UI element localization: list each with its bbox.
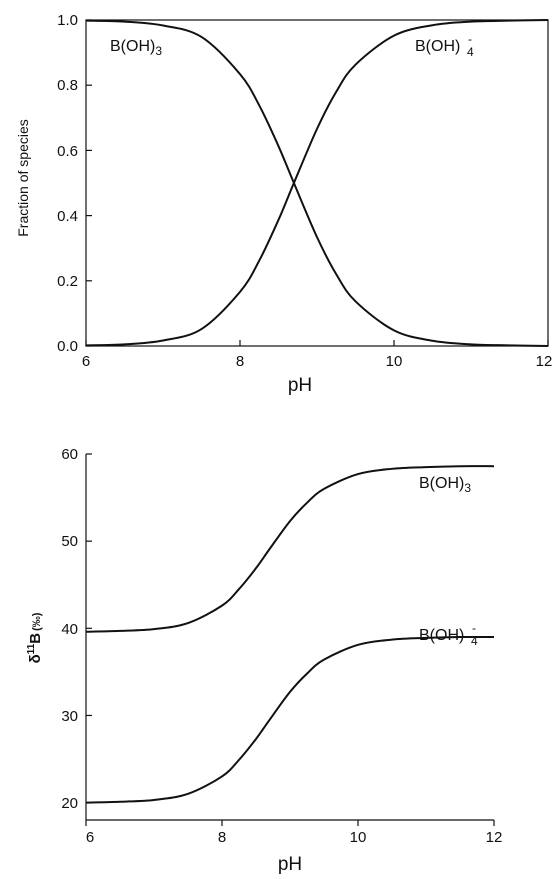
x-tick-label: 10 xyxy=(386,353,403,370)
series-line-boh4-delta xyxy=(85,635,495,804)
y-ticks-top xyxy=(86,19,92,347)
x-axis-title-bottom: pH xyxy=(278,854,302,875)
y-tick-labels-bottom: 20 30 40 50 60 xyxy=(61,446,78,812)
y-tick-label: 30 xyxy=(61,708,78,725)
x-tick-label: 8 xyxy=(218,829,226,846)
series-line-boh4-fraction xyxy=(85,19,549,347)
x-tick-label: 12 xyxy=(486,829,503,846)
series-label-boh4-bottom: B(OH) 4- xyxy=(419,621,478,648)
x-tick-label: 6 xyxy=(86,829,94,846)
y-tick-labels-top: 0.0 0.2 0.4 0.6 0.8 1.0 xyxy=(57,12,78,355)
series-label-boh4-top: B(OH) 4- xyxy=(415,32,474,59)
series-label-boh3-top: B(OH)3 xyxy=(110,38,162,58)
y-tick-label: 0.8 xyxy=(57,77,78,94)
x-axis-title-top: pH xyxy=(288,375,312,396)
x-tick-label: 10 xyxy=(350,829,367,846)
series-label-boh3-bottom: B(OH)3 xyxy=(419,475,471,495)
y-axis-title-bottom: δ11B(‰) xyxy=(26,612,44,663)
chart-delta11b: 20 30 40 50 60 6 8 10 12 pH δ11B(‰) B(OH… xyxy=(26,446,502,875)
y-tick-label: 20 xyxy=(61,795,78,812)
series-line-boh3-fraction xyxy=(85,19,549,347)
y-tick-label: 60 xyxy=(61,446,78,463)
x-ticks-bottom xyxy=(85,820,495,826)
y-tick-label: 1.0 xyxy=(57,12,78,29)
x-tick-labels-bottom: 6 8 10 12 xyxy=(86,829,503,846)
y-ticks-bottom xyxy=(86,540,92,804)
x-tick-labels-top: 6 8 10 12 xyxy=(82,353,553,370)
chart-fraction: 0.0 0.2 0.4 0.6 0.8 1.0 6 8 10 12 pH Fra… xyxy=(15,12,552,396)
y-tick-label: 0.0 xyxy=(57,338,78,355)
series-line-boh3-delta xyxy=(85,465,495,633)
y-tick-label: 0.6 xyxy=(57,143,78,160)
y-tick-label: 0.4 xyxy=(57,208,78,225)
x-tick-label: 12 xyxy=(536,353,553,370)
x-tick-label: 6 xyxy=(82,353,90,370)
plot-frame-top xyxy=(85,19,549,347)
y-tick-label: 0.2 xyxy=(57,273,78,290)
y-tick-label: 40 xyxy=(61,621,78,638)
y-axis-title-top: Fraction of species xyxy=(15,119,31,237)
y-tick-label: 50 xyxy=(61,533,78,550)
x-tick-label: 8 xyxy=(236,353,244,370)
